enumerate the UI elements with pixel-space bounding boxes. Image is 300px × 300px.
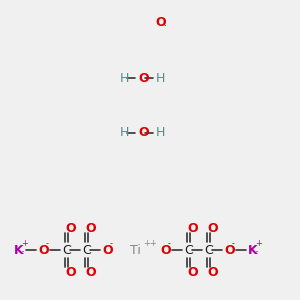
Text: O: O [187,266,198,278]
Text: O: O [102,244,112,256]
Text: O: O [65,266,76,278]
Text: O: O [224,244,235,256]
Text: O: O [155,16,166,28]
Text: O: O [38,244,49,256]
Text: C: C [82,244,91,256]
Text: O: O [65,221,76,235]
Text: O: O [85,221,96,235]
Text: ·: · [255,247,259,260]
Text: -: - [46,239,49,248]
Text: H: H [156,127,165,140]
Text: O: O [138,127,148,140]
Text: ·: · [21,247,25,260]
Text: Ti: Ti [130,244,141,256]
Text: +: + [21,239,28,248]
Text: K: K [14,244,24,256]
Text: H: H [120,127,129,140]
Text: ++: ++ [143,239,157,248]
Text: C: C [184,244,193,256]
Text: -: - [110,239,113,248]
Text: O: O [207,221,217,235]
Text: O: O [160,244,171,256]
Text: H: H [120,71,129,85]
Text: O: O [85,266,96,278]
Text: O: O [138,71,148,85]
Text: C: C [62,244,71,256]
Text: O: O [187,221,198,235]
Text: K: K [248,244,258,256]
Text: -: - [232,239,235,248]
Text: +: + [255,239,262,248]
Text: :: : [163,16,167,28]
Text: C: C [204,244,213,256]
Text: H: H [156,71,165,85]
Text: -: - [168,239,171,248]
Text: O: O [207,266,217,278]
